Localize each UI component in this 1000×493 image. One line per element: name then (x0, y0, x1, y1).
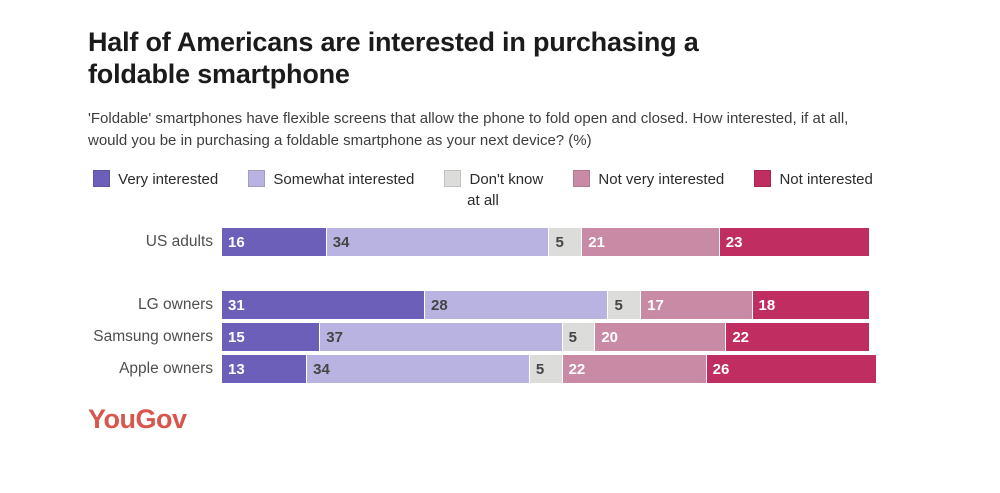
bar-segment: 34 (326, 228, 550, 256)
chart-title: Half of Americans are interested in purc… (88, 27, 699, 89)
legend-swatch (754, 170, 772, 187)
bar-value-label: 26 (712, 360, 730, 378)
legend-label: Very interested (118, 171, 219, 188)
bar-segment: 16 (222, 228, 327, 256)
legend-swatch (573, 170, 591, 187)
bar-segment: 28 (425, 291, 609, 319)
bar-row: LG owners 31 28 5 17 18 (88, 291, 1000, 319)
yougov-logo: YouGov (88, 404, 187, 434)
legend-label: Don't know (469, 171, 544, 188)
bar-chart: US adults 16 34 5 21 23 LG owners 31 28 5 17 18 Sams… (88, 228, 1000, 383)
bar-segment: 20 (595, 323, 727, 351)
bar-track: 13 34 5 22 26 (222, 355, 877, 383)
bar-segment: 15 (222, 323, 321, 351)
bar-track: 16 34 5 21 23 (222, 228, 877, 256)
bar-segment: 5 (529, 355, 563, 383)
category-label: LG owners (138, 296, 213, 313)
bar-value-label: 28 (431, 296, 448, 314)
bar-value-label: 17 (647, 296, 664, 314)
category-label: Apple owners (119, 360, 213, 377)
bar-value-label: 20 (601, 328, 619, 346)
bar-value-label: 31 (228, 296, 245, 314)
legend-item: Don't know (444, 170, 544, 188)
bar-segment: 13 (222, 355, 308, 383)
bar-segment: 26 (706, 355, 877, 383)
bar-segment: 23 (719, 228, 871, 256)
bar-row: Apple owners 13 34 5 22 26 (88, 355, 1000, 383)
bar-value-label: 5 (535, 360, 545, 378)
legend-swatch (248, 170, 266, 187)
bar-value-label: 13 (228, 360, 245, 378)
legend: Very interested Somewhat interested Don'… (88, 169, 878, 211)
bar-track: 31 28 5 17 18 (222, 291, 877, 319)
bar-value-label: 22 (732, 328, 750, 346)
bar-value-label: 21 (588, 233, 605, 251)
bar-row: Samsung owners 15 37 5 20 22 (88, 323, 1000, 351)
bar-row: US adults 16 34 5 21 23 (88, 228, 1000, 256)
bar-track: 15 37 5 20 22 (222, 323, 877, 351)
bar-value-label: 37 (326, 328, 343, 346)
legend-swatch (444, 170, 462, 187)
bar-segment: 37 (320, 323, 563, 351)
bar-segment: 5 (608, 291, 642, 319)
bar-segment: 5 (562, 323, 596, 351)
bar-segment: 34 (307, 355, 530, 383)
legend-label: Somewhat interested (273, 171, 415, 188)
chart-subtitle: 'Foldable' smartphones have flexible scr… (88, 110, 849, 149)
bar-segment: 22 (726, 323, 871, 351)
bar-value-label: 5 (555, 233, 564, 251)
legend-label: Not very interested (598, 171, 725, 188)
bar-value-label: 23 (725, 233, 743, 251)
bar-value-label: 5 (568, 328, 577, 346)
bar-value-label: 34 (313, 360, 330, 378)
legend-item: Not interested at all (467, 170, 873, 209)
legend-label: Not interested at all (467, 171, 873, 209)
legend-item: Not very interested (573, 170, 725, 188)
bar-segment: 21 (582, 228, 720, 256)
legend-item: Very interested (93, 170, 219, 188)
bar-segment: 18 (752, 291, 871, 319)
legend-item: Somewhat interested (248, 170, 415, 188)
category-label: US adults (145, 233, 213, 250)
bar-value-label: 22 (568, 360, 586, 378)
bar-value-label: 5 (614, 296, 623, 314)
legend-swatch (93, 170, 111, 187)
bar-value-label: 18 (758, 296, 776, 314)
bar-value-label: 34 (332, 233, 350, 251)
bar-segment: 17 (641, 291, 753, 319)
bar-value-label: 15 (228, 328, 245, 346)
bar-segment: 5 (549, 228, 583, 256)
category-label: Samsung owners (93, 328, 213, 345)
bar-segment: 31 (222, 291, 426, 319)
bar-segment: 22 (562, 355, 707, 383)
bar-value-label: 16 (228, 233, 245, 251)
